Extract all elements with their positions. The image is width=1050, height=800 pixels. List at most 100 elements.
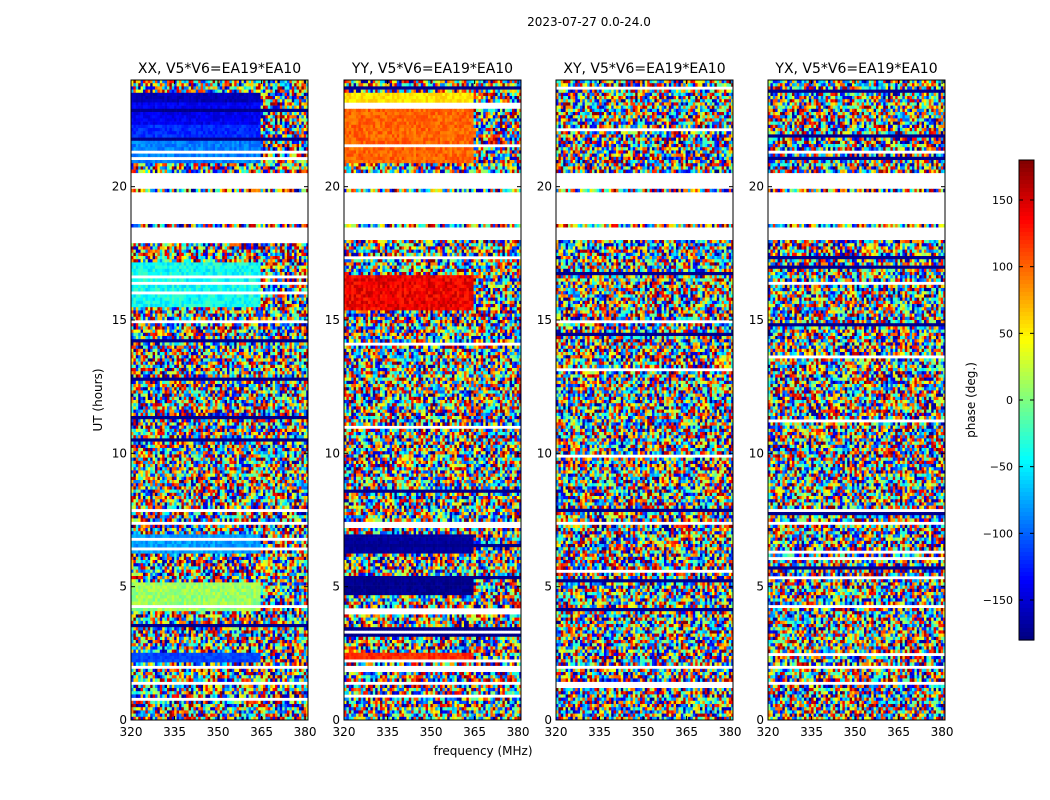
colorbar-segment bbox=[1019, 520, 1034, 525]
colorbar-segment bbox=[1019, 408, 1034, 413]
colorbar-tick-label: 100 bbox=[992, 261, 1013, 274]
panel-2: YY, V5*V6=EA19*EA10 320 335 350 365 380 0 5 10 15… bbox=[325, 61, 530, 739]
colorbar-segment bbox=[1019, 368, 1034, 373]
colorbar-segment bbox=[1019, 424, 1034, 429]
colorbar-segment bbox=[1019, 412, 1034, 417]
y-tick-label: 10 bbox=[749, 446, 764, 460]
x-tick-label: 380 bbox=[719, 725, 742, 739]
y-tick-label: 0 bbox=[544, 713, 552, 727]
x-tick-label: 335 bbox=[800, 725, 823, 739]
x-tick-label: 335 bbox=[588, 725, 611, 739]
colorbar-segment bbox=[1019, 400, 1034, 405]
colorbar-segment bbox=[1019, 364, 1034, 369]
y-tick-label: 5 bbox=[119, 580, 127, 594]
colorbar-segment bbox=[1019, 516, 1034, 521]
colorbar-segment bbox=[1019, 404, 1034, 409]
colorbar-segment bbox=[1019, 208, 1034, 213]
colorbar-segment bbox=[1019, 396, 1034, 401]
colorbar-segment bbox=[1019, 232, 1034, 237]
colorbar-segment bbox=[1019, 584, 1034, 589]
x-axis-label: frequency (MHz) bbox=[433, 744, 532, 758]
y-axis-label: UT (hours) bbox=[91, 368, 105, 431]
colorbar-segment bbox=[1019, 196, 1034, 201]
colorbar-segment bbox=[1019, 632, 1034, 637]
colorbar-segment bbox=[1019, 176, 1034, 181]
panel-title: YX, V5*V6=EA19*EA10 bbox=[774, 61, 937, 77]
colorbar-segment bbox=[1019, 452, 1034, 457]
x-tick-label: 365 bbox=[675, 725, 698, 739]
panel-title: XX, V5*V6=EA19*EA10 bbox=[138, 61, 301, 77]
figure-suptitle: 2023-07-27 0.0-24.0 bbox=[527, 15, 651, 29]
x-tick-label: 365 bbox=[250, 725, 273, 739]
colorbar-segment bbox=[1019, 380, 1034, 385]
y-tick-label: 10 bbox=[325, 446, 340, 460]
colorbar-tick-label: 0 bbox=[1006, 394, 1013, 407]
colorbar-tick-label: −150 bbox=[983, 594, 1013, 607]
colorbar-tick-label: 150 bbox=[992, 194, 1013, 207]
colorbar-segment bbox=[1019, 484, 1034, 489]
colorbar-segment bbox=[1019, 272, 1034, 277]
colorbar-segment bbox=[1019, 456, 1034, 461]
colorbar-segment bbox=[1019, 244, 1034, 249]
colorbar-segment bbox=[1019, 580, 1034, 585]
colorbar-segment bbox=[1019, 268, 1034, 273]
colorbar-segment bbox=[1019, 324, 1034, 329]
colorbar-segment bbox=[1019, 460, 1034, 465]
colorbar-segment bbox=[1019, 332, 1034, 337]
colorbar-segment bbox=[1019, 488, 1034, 493]
x-tick-label: 335 bbox=[376, 725, 399, 739]
y-tick-label: 10 bbox=[537, 446, 552, 460]
colorbar-segment bbox=[1019, 628, 1034, 633]
x-tick-label: 350 bbox=[632, 725, 655, 739]
x-tick-label: 365 bbox=[463, 725, 486, 739]
colorbar-segment bbox=[1019, 448, 1034, 453]
colorbar-segment bbox=[1019, 384, 1034, 389]
colorbar-segment bbox=[1019, 600, 1034, 605]
colorbar-segment bbox=[1019, 168, 1034, 173]
colorbar-segment bbox=[1019, 480, 1034, 485]
colorbar-segment bbox=[1019, 292, 1034, 297]
panel-frame bbox=[343, 79, 522, 721]
colorbar-segment bbox=[1019, 312, 1034, 317]
colorbar-segment bbox=[1019, 212, 1034, 217]
colorbar-segment bbox=[1019, 604, 1034, 609]
x-tick-label: 380 bbox=[507, 725, 530, 739]
colorbar-segment bbox=[1019, 556, 1034, 561]
colorbar-segment bbox=[1019, 280, 1034, 285]
x-tick-label: 365 bbox=[887, 725, 910, 739]
x-tick-label: 350 bbox=[420, 725, 443, 739]
colorbar-segment bbox=[1019, 576, 1034, 581]
colorbar-segment bbox=[1019, 388, 1034, 393]
colorbar-segment bbox=[1019, 344, 1034, 349]
colorbar-segment bbox=[1019, 564, 1034, 569]
colorbar-segment bbox=[1019, 524, 1034, 529]
colorbar-segment bbox=[1019, 496, 1034, 501]
phase-heatmap-image bbox=[556, 80, 733, 720]
colorbar-segment bbox=[1019, 164, 1034, 169]
colorbar-segment bbox=[1019, 420, 1034, 425]
colorbar-segment bbox=[1019, 248, 1034, 253]
x-tick-label: 320 bbox=[757, 725, 780, 739]
y-tick-label: 20 bbox=[749, 180, 764, 194]
colorbar-segment bbox=[1019, 336, 1034, 341]
colorbar-segment bbox=[1019, 240, 1034, 245]
colorbar-segment bbox=[1019, 560, 1034, 565]
y-tick-label: 0 bbox=[119, 713, 127, 727]
colorbar-segment bbox=[1019, 532, 1034, 537]
colorbar-segment bbox=[1019, 340, 1034, 345]
y-tick-label: 20 bbox=[325, 180, 340, 194]
panel-4: YX, V5*V6=EA19*EA10 320 335 350 365 380 0 5 10 15… bbox=[749, 61, 954, 739]
panel-title: XY, V5*V6=EA19*EA10 bbox=[563, 61, 725, 77]
panel-1: XX, V5*V6=EA19*EA10 320 335 350 365 380 0 5 10 15… bbox=[112, 61, 317, 739]
colorbar-tick-label: −50 bbox=[990, 461, 1013, 474]
x-tick-label: 320 bbox=[120, 725, 143, 739]
colorbar-segment bbox=[1019, 188, 1034, 193]
colorbar-tick-label: 50 bbox=[999, 327, 1013, 340]
y-tick-label: 5 bbox=[756, 580, 764, 594]
colorbar-segment bbox=[1019, 360, 1034, 365]
colorbar-segment bbox=[1019, 416, 1034, 421]
phase-heatmap-image bbox=[344, 80, 521, 720]
panel-frame bbox=[767, 79, 946, 721]
x-tick-label: 350 bbox=[207, 725, 230, 739]
colorbar-segment bbox=[1019, 236, 1034, 241]
